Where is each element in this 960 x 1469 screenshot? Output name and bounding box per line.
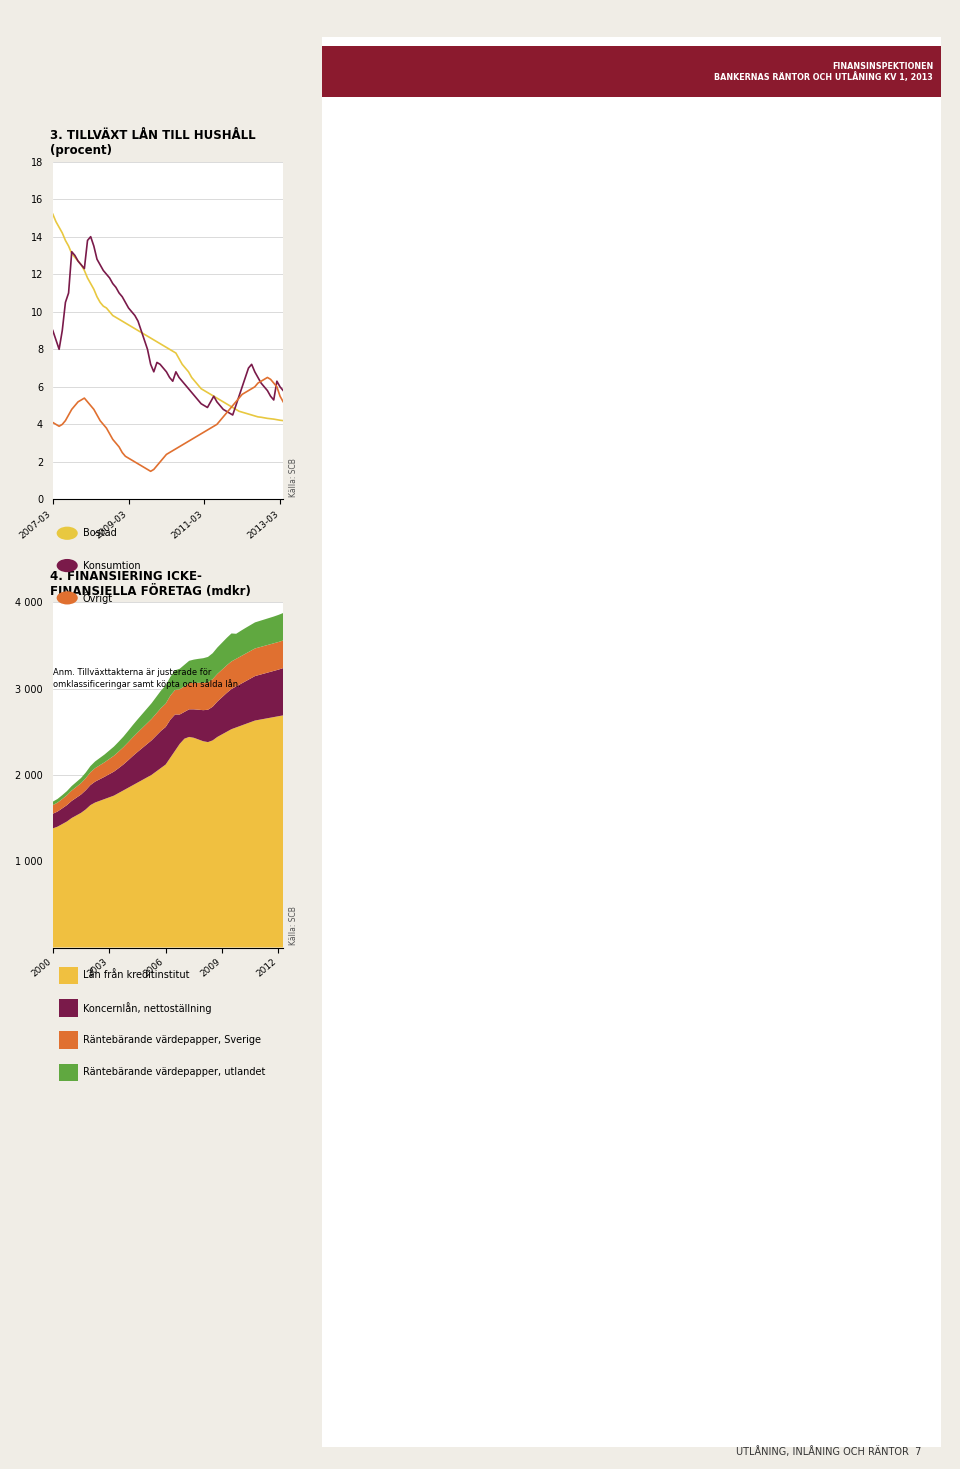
- Text: Räntebärande värdepapper, Sverige: Räntebärande värdepapper, Sverige: [83, 1036, 260, 1044]
- Text: 3. TILLVÄXT LÅN TILL HUSHÅLL
(procent): 3. TILLVÄXT LÅN TILL HUSHÅLL (procent): [50, 129, 255, 157]
- Text: Bostad: Bostad: [83, 529, 116, 538]
- Text: Konsumtion: Konsumtion: [83, 561, 140, 570]
- Text: FINANSINSPEKTIONEN
BANKERNAS RÄNTOR OCH UTLÅNING KV 1, 2013: FINANSINSPEKTIONEN BANKERNAS RÄNTOR OCH …: [714, 62, 933, 82]
- Text: Övrigt: Övrigt: [83, 592, 112, 604]
- Text: Lån från kreditinstitut: Lån från kreditinstitut: [83, 971, 189, 980]
- Text: Anm. Tillväxttakterna är justerade för
omklassificeringar samt köpta och sålda l: Anm. Tillväxttakterna är justerade för o…: [53, 668, 241, 689]
- Text: Källa: SCB: Källa: SCB: [289, 458, 298, 497]
- Text: Räntebärande värdepapper, utlandet: Räntebärande värdepapper, utlandet: [83, 1068, 265, 1077]
- Text: Källa: SCB: Källa: SCB: [289, 906, 298, 945]
- Text: Koncernlån, nettoställning: Koncernlån, nettoställning: [83, 1002, 211, 1014]
- Text: UTLÅNING, INLÅNING OCH RÄNTOR  7: UTLÅNING, INLÅNING OCH RÄNTOR 7: [736, 1447, 922, 1457]
- Text: 4. FINANSIERING ICKE-
FINANSIELLA FÖRETAG (mdkr): 4. FINANSIERING ICKE- FINANSIELLA FÖRETA…: [50, 570, 251, 598]
